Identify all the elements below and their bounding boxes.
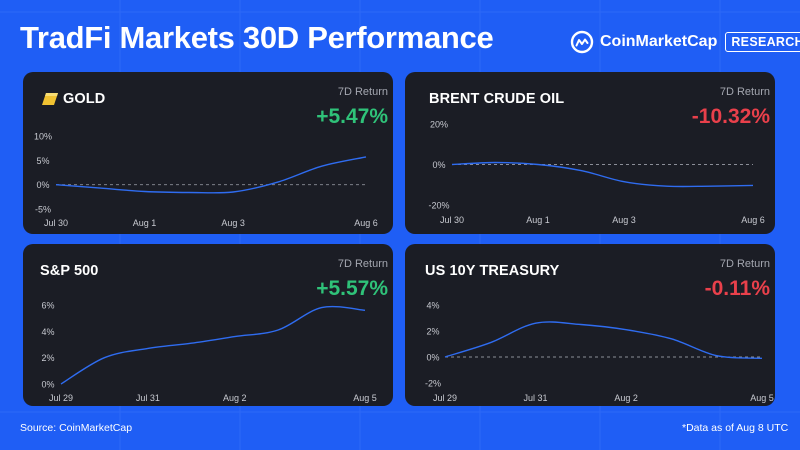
- brand: CoinMarketCap RESEARCH: [570, 28, 800, 56]
- chart-title: US 10Y TREASURY: [425, 263, 560, 279]
- return-subtitle: 7D Return: [337, 86, 388, 98]
- y-tick-label: 2%: [426, 327, 439, 337]
- y-tick-label: -20%: [428, 201, 449, 211]
- panel-brent-crude-oil: BRENT CRUDE OIL 7D Return -10.32% 20% 0% -…: [405, 72, 775, 234]
- return-subtitle: 7D Return: [719, 86, 770, 98]
- y-tick-label: 2%: [41, 353, 54, 363]
- source-text: Source: CoinMarketCap: [20, 422, 133, 434]
- return-subtitle: 7D Return: [337, 258, 388, 270]
- x-tick-label: Aug 2: [614, 393, 638, 403]
- return-value: -0.11%: [704, 277, 770, 300]
- page-title: TradFi Markets 30D Performance: [20, 20, 494, 55]
- y-tick-label: 4%: [426, 301, 439, 311]
- chart-gold: 10% 5% 0% -5% Jul 30 Aug 1 Aug 3 Aug 6: [34, 132, 378, 229]
- series-line: [60, 305, 366, 385]
- y-tick-label: 0%: [41, 380, 54, 390]
- y-tick-label: 5%: [36, 156, 49, 166]
- series-line: [444, 321, 763, 359]
- x-tick-label: Jul 30: [440, 215, 464, 225]
- chart-title: S&P 500: [40, 263, 99, 279]
- y-tick-label: 4%: [41, 327, 54, 337]
- return-value: +5.57%: [316, 277, 388, 300]
- x-tick-label: Aug 5: [353, 393, 377, 403]
- x-tick-label: Aug 3: [221, 218, 245, 228]
- coinmarketcap-logo-icon: [570, 30, 594, 54]
- x-tick-label: Jul 29: [433, 393, 457, 403]
- y-tick-label: 20%: [430, 120, 448, 130]
- x-tick-label: Aug 3: [612, 215, 636, 225]
- x-tick-label: Jul 31: [524, 393, 548, 403]
- panel-us-10y-treasury: US 10Y TREASURY 7D Return -0.11% 4% 2% 0% -…: [405, 244, 775, 406]
- research-badge: RESEARCH: [725, 32, 800, 52]
- x-tick-label: Aug 6: [741, 215, 765, 225]
- y-tick-label: 0%: [432, 160, 445, 170]
- y-tick-label: -2%: [425, 379, 441, 389]
- return-subtitle: 7D Return: [719, 258, 770, 270]
- chart-title: GOLD: [63, 91, 106, 107]
- y-tick-label: 10%: [34, 132, 52, 142]
- series-line: [55, 156, 367, 194]
- chart-brent-crude-oil: 20% 0% -20% Jul 30 Aug 1 Aug 3 Aug 6: [428, 120, 765, 226]
- x-tick-label: Jul 29: [49, 393, 73, 403]
- return-value: +5.47%: [316, 105, 388, 128]
- series-line: [451, 161, 754, 188]
- chart-sp500: 6% 4% 2% 0% Jul 29 Jul 31 Aug 2 Aug 5: [41, 301, 377, 404]
- y-tick-label: 0%: [36, 180, 49, 190]
- y-tick-label: -5%: [35, 205, 51, 215]
- data-note: *Data as of Aug 8 UTC: [682, 422, 789, 434]
- panel-sp500: S&P 500 7D Return +5.57% 6% 4% 2% 0% Jul 29 J…: [23, 244, 393, 406]
- x-tick-label: Aug 5: [750, 393, 774, 403]
- panel-gold: GOLD 7D Return +5.47% 10% 5% 0% -5% Jul 30 Au…: [23, 72, 393, 234]
- y-tick-label: 6%: [41, 301, 54, 311]
- x-tick-label: Aug 2: [223, 393, 247, 403]
- gold-bar-icon: [42, 93, 58, 105]
- x-tick-label: Aug 6: [354, 218, 378, 228]
- chart-us-10y-treasury: 4% 2% 0% -2% Jul 29 Jul 31 Aug 2 Aug 5: [425, 301, 774, 404]
- x-tick-label: Aug 1: [526, 215, 550, 225]
- chart-title: BRENT CRUDE OIL: [429, 91, 565, 107]
- x-tick-label: Jul 30: [44, 218, 68, 228]
- return-value: -10.32%: [691, 105, 770, 128]
- x-tick-label: Aug 1: [133, 218, 157, 228]
- x-tick-label: Jul 31: [136, 393, 160, 403]
- y-tick-label: 0%: [426, 353, 439, 363]
- brand-name: CoinMarketCap: [600, 33, 718, 50]
